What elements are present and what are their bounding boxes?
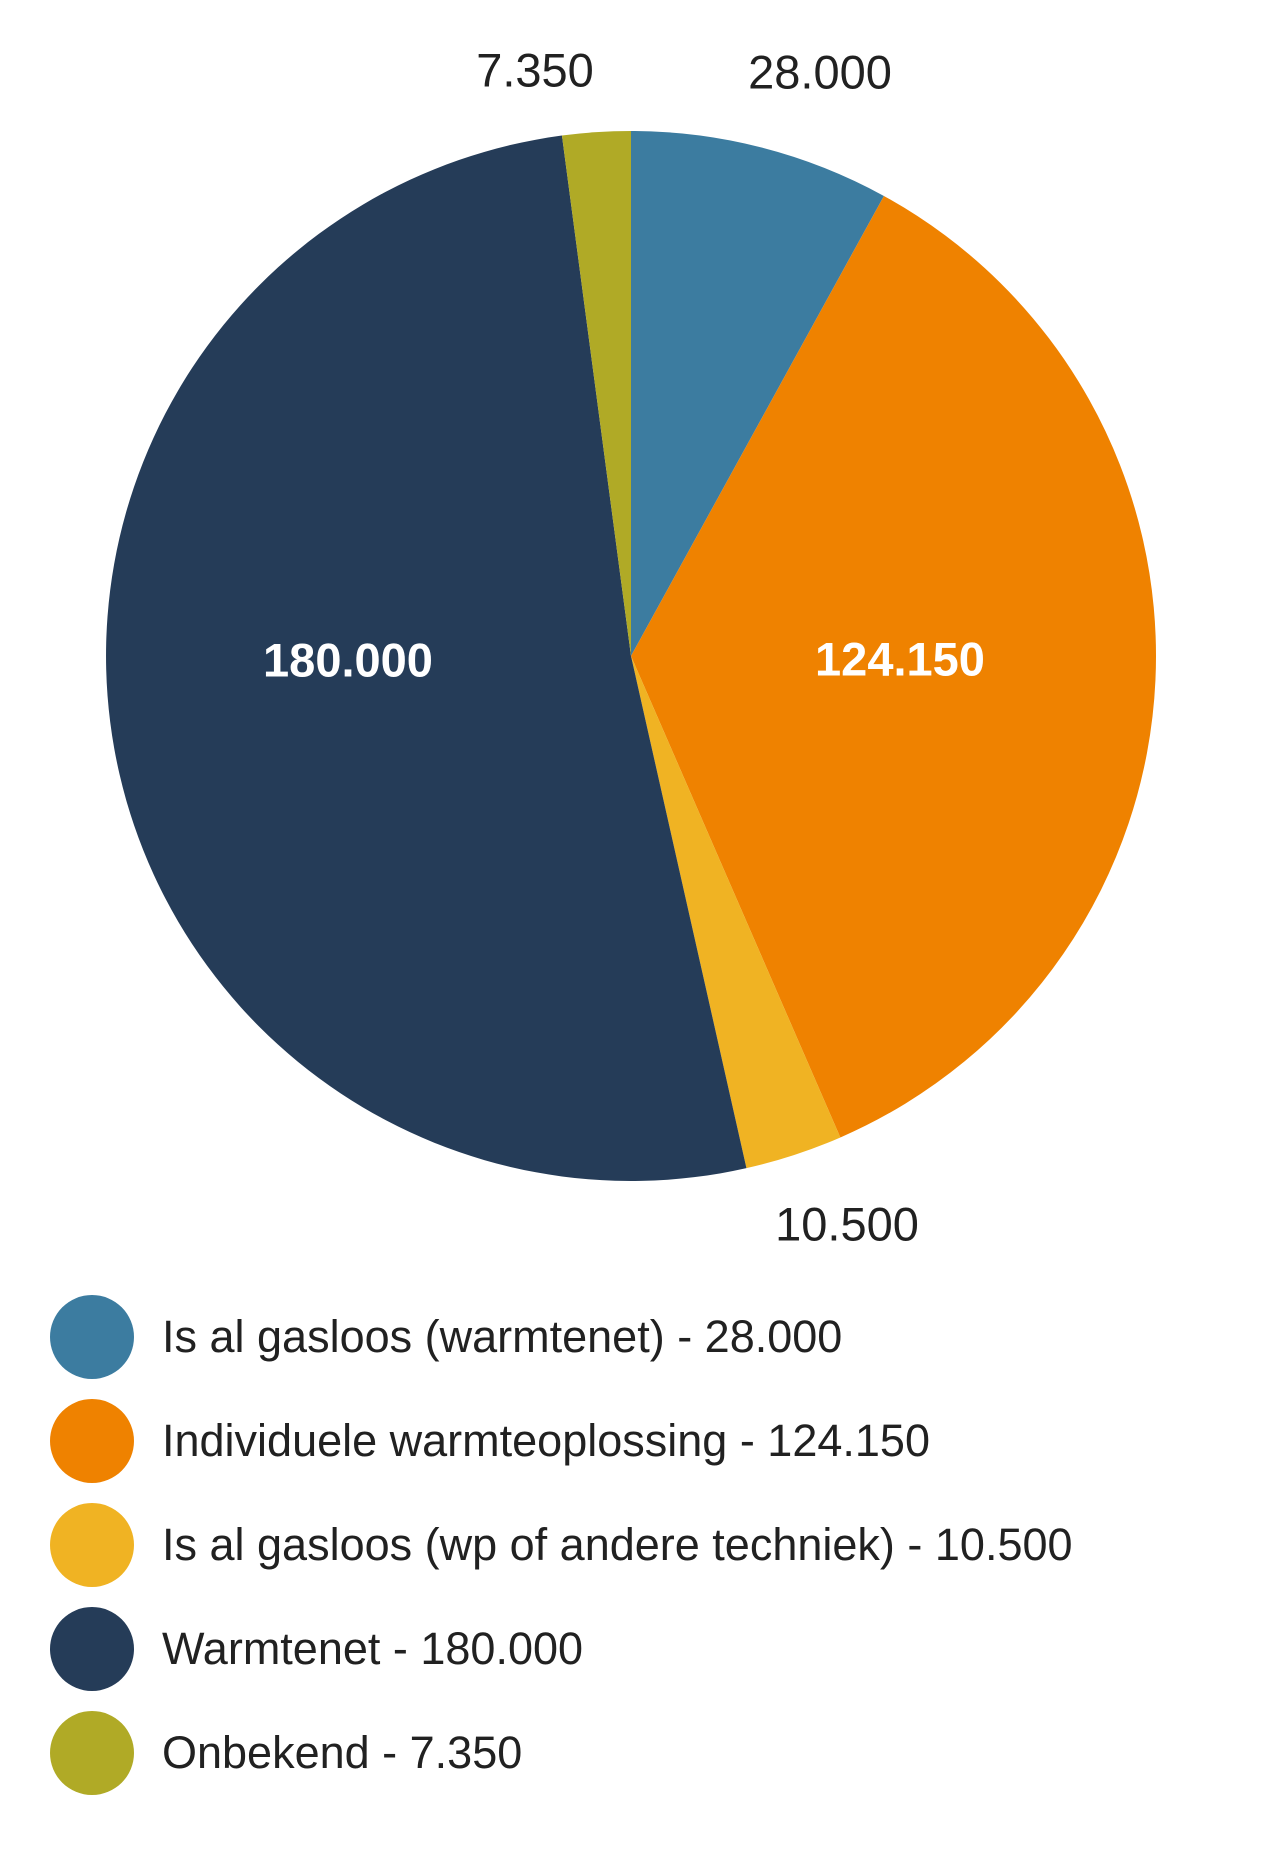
- legend-item-5: Onbekend - 7.350: [50, 1711, 1073, 1795]
- legend-item-4: Warmtenet - 180.000: [50, 1607, 1073, 1691]
- legend-label: Onbekend - 7.350: [162, 1727, 523, 1779]
- legend-item-1: Is al gasloos (warmtenet) - 28.000: [50, 1295, 1073, 1379]
- pie-slice-4: [106, 135, 747, 1181]
- legend-label: Is al gasloos (wp of andere techniek) - …: [162, 1519, 1073, 1571]
- legend: Is al gasloos (warmtenet) - 28.000 Indivi…: [50, 1295, 1073, 1795]
- pie-chart: 28.000 124.150 10.500 180.000 7.350: [106, 43, 1157, 1251]
- legend-label: Warmtenet - 180.000: [162, 1623, 584, 1675]
- pie-svg: [106, 131, 1157, 1181]
- legend-swatch-icon: [50, 1711, 134, 1795]
- slice-value-label-2: 124.150: [815, 632, 985, 686]
- pie-slice-2: [631, 195, 1157, 1138]
- slice-value-label-5: 7.350: [476, 43, 594, 97]
- legend-item-3: Is al gasloos (wp of andere techniek) - …: [50, 1503, 1073, 1587]
- legend-item-2: Individuele warmteoplossing - 124.150: [50, 1399, 1073, 1483]
- slice-value-label-1: 28.000: [748, 45, 892, 99]
- pie-slice-3: [631, 656, 841, 1169]
- legend-swatch-icon: [50, 1503, 134, 1587]
- pie-slice-5: [561, 131, 631, 656]
- legend-swatch-icon: [50, 1295, 134, 1379]
- slice-value-label-4: 180.000: [263, 633, 433, 687]
- legend-swatch-icon: [50, 1399, 134, 1483]
- legend-label: Is al gasloos (warmtenet) - 28.000: [162, 1311, 843, 1363]
- pie-slice-1: [631, 131, 884, 656]
- legend-label: Individuele warmteoplossing - 124.150: [162, 1415, 930, 1467]
- legend-swatch-icon: [50, 1607, 134, 1691]
- slice-value-label-3: 10.500: [775, 1197, 919, 1251]
